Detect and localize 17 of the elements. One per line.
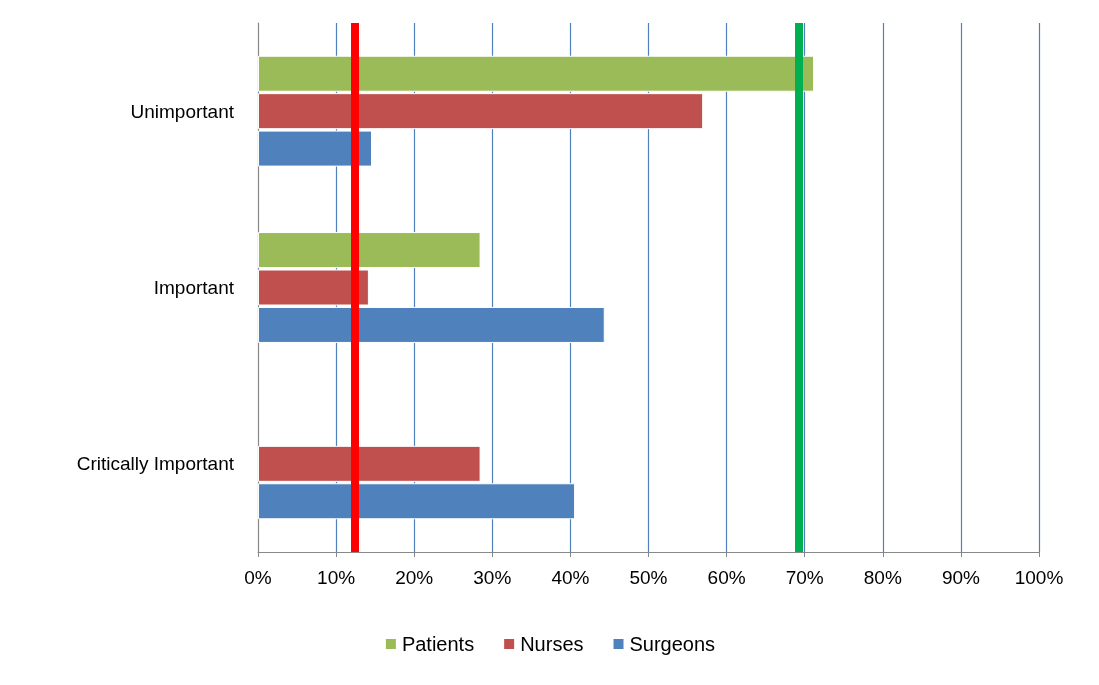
x-tick-label: 20% [395, 567, 434, 588]
x-tick-label: 50% [629, 567, 668, 588]
legend-label: Surgeons [629, 633, 716, 655]
legend-label: Patients [401, 633, 475, 655]
x-tick-label: 100% [1014, 567, 1064, 588]
x-tick-label: 70% [785, 567, 824, 588]
x-tick-label: 80% [863, 567, 902, 588]
x-tick-label: 0% [244, 567, 272, 588]
x-tick-label: 30% [473, 567, 512, 588]
x-tick-label: 90% [941, 567, 981, 588]
y-tick-label: Unimportant [130, 100, 235, 122]
x-tick-label: 60% [707, 567, 746, 588]
x-tick-label: 40% [551, 567, 590, 588]
legend-label: Nurses [520, 633, 584, 655]
y-tick-label: Important [153, 277, 235, 298]
x-tick-label: 10% [317, 567, 356, 588]
y-tick-label: Critically Important [76, 453, 235, 475]
